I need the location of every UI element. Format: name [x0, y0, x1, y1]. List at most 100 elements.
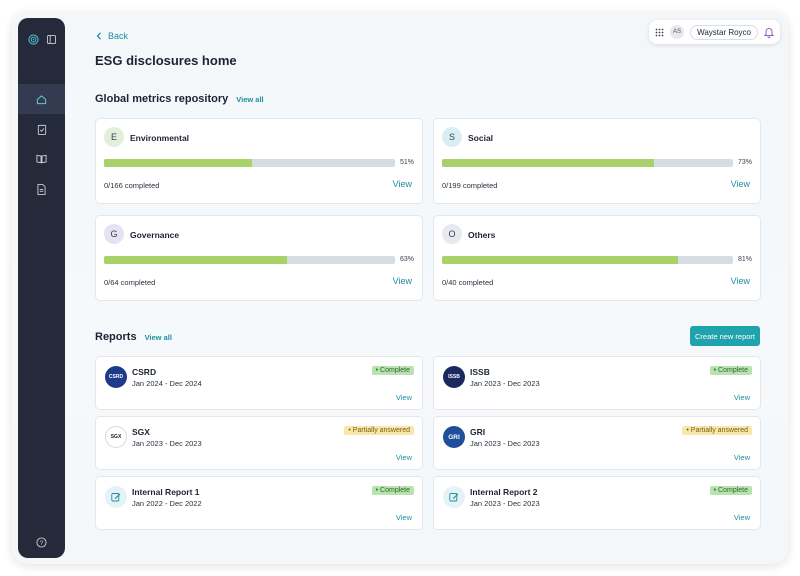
completed-count: 0/64 completed	[104, 278, 156, 287]
page-title: ESG disclosures home	[95, 53, 237, 68]
report-date-range: Jan 2023 - Dec 2023	[470, 379, 540, 388]
report-card[interactable]: Internal Report 1 Jan 2022 - Dec 2022 • …	[95, 476, 423, 530]
sidebar-item-documents[interactable]	[18, 174, 65, 204]
view-link[interactable]: View	[395, 393, 412, 402]
home-icon	[36, 94, 47, 105]
edit-report-icon	[443, 486, 465, 508]
progress-bar	[442, 256, 733, 264]
metric-name: Governance	[130, 230, 180, 240]
view-link[interactable]: View	[733, 453, 750, 462]
progress-bar-fill	[442, 159, 655, 167]
completed-count: 0/40 completed	[442, 278, 494, 287]
report-name: SGX	[132, 427, 150, 437]
metric-card-others: O Others 81% 0/40 completed View	[433, 215, 761, 301]
metrics-view-all-link[interactable]: View all	[236, 95, 264, 104]
metric-letter-badge: G	[104, 224, 124, 244]
apps-grid-icon[interactable]	[655, 28, 664, 37]
report-date-range: Jan 2024 - Dec 2024	[132, 379, 202, 388]
chevron-left-icon	[96, 32, 102, 40]
document-icon	[37, 183, 46, 195]
metric-name: Others	[468, 230, 496, 240]
report-logo-text: ISSB	[448, 374, 460, 380]
back-label: Back	[108, 31, 129, 41]
metrics-section-title: Global metrics repository	[95, 93, 229, 105]
sidebar-toggle-icon[interactable]	[46, 34, 56, 44]
progress-percent: 73%	[737, 159, 752, 166]
report-card[interactable]: CSRD CSRD Jan 2024 - Dec 2024 • Complete…	[95, 356, 423, 410]
report-name: CSRD	[132, 367, 157, 377]
report-logo-text: SGX	[110, 434, 122, 440]
report-date-range: Jan 2023 - Dec 2023	[470, 439, 540, 448]
report-logo-text: CSRD	[108, 374, 124, 380]
sidebar-help[interactable]: ?	[18, 537, 65, 548]
report-name: ISSB	[470, 367, 490, 377]
view-link[interactable]: View	[730, 276, 750, 286]
metric-card-social: S Social 73% 0/199 completed View	[433, 118, 761, 204]
view-link[interactable]: View	[733, 513, 750, 522]
progress-bar	[104, 159, 395, 167]
status-badge: • Complete	[371, 486, 414, 495]
progress-bar	[104, 256, 395, 264]
reports-view-all-link[interactable]: View all	[144, 333, 172, 342]
metric-letter-badge: O	[442, 224, 462, 244]
reports-section-header: Reports View all	[95, 331, 172, 343]
status-badge: • Complete	[709, 486, 752, 495]
report-card[interactable]: SGX SGX Jan 2023 - Dec 2023 • Partially …	[95, 416, 423, 470]
progress-percent: 81%	[737, 256, 752, 263]
progress-percent: 63%	[399, 256, 414, 263]
progress-bar-fill	[104, 159, 253, 167]
status-badge: • Partially answered	[682, 426, 752, 435]
metric-name: Environmental	[130, 133, 190, 143]
metric-card-governance: G Governance 63% 0/64 completed View	[95, 215, 423, 301]
status-badge: • Partially answered	[344, 426, 414, 435]
view-link[interactable]: View	[395, 453, 412, 462]
report-logo: SGX	[105, 426, 127, 448]
metric-card-environmental: E Environmental 51% 0/166 completed View	[95, 118, 423, 204]
report-name: Internal Report 1	[132, 487, 200, 497]
progress-bar-fill	[104, 256, 288, 264]
report-name: GRI	[470, 427, 486, 437]
report-date-range: Jan 2023 - Dec 2023	[470, 499, 540, 508]
clipboard-icon	[37, 124, 47, 135]
edit-report-icon	[105, 486, 127, 508]
completed-count: 0/166 completed	[104, 181, 160, 190]
reports-section-title: Reports	[95, 331, 137, 343]
report-name: Internal Report 2	[470, 487, 538, 497]
create-report-button[interactable]: Create new report	[690, 326, 760, 346]
logo-icon[interactable]	[27, 33, 39, 45]
progress-bar-fill	[442, 256, 678, 264]
svg-text:?: ?	[40, 540, 44, 547]
view-link[interactable]: View	[733, 393, 750, 402]
sidebar-item-library[interactable]	[18, 144, 65, 174]
completed-count: 0/199 completed	[442, 181, 498, 190]
org-switcher[interactable]: Waystar Royco	[690, 24, 758, 40]
help-icon[interactable]: ?	[36, 537, 47, 548]
report-card[interactable]: ISSB ISSB Jan 2023 - Dec 2023 • Complete…	[433, 356, 761, 410]
progress-percent: 51%	[399, 159, 414, 166]
view-link[interactable]: View	[392, 179, 412, 189]
report-logo-text: GRI	[448, 433, 460, 441]
report-logo: GRI	[443, 426, 465, 448]
sidebar: ?	[18, 18, 65, 558]
back-link[interactable]: Back	[96, 31, 128, 41]
view-link[interactable]: View	[730, 179, 750, 189]
book-icon	[36, 154, 47, 164]
progress-bar	[442, 159, 733, 167]
metric-letter-badge: E	[104, 127, 124, 147]
metrics-section-header: Global metrics repository View all	[95, 93, 264, 105]
report-card[interactable]: GRI GRI Jan 2023 - Dec 2023 • Partially …	[433, 416, 761, 470]
avatar[interactable]: AS	[670, 25, 685, 39]
view-link[interactable]: View	[392, 276, 412, 286]
sidebar-header	[18, 26, 65, 52]
report-date-range: Jan 2022 - Dec 2022	[132, 499, 202, 508]
sidebar-item-home[interactable]	[18, 84, 65, 114]
report-card[interactable]: Internal Report 2 Jan 2023 - Dec 2023 • …	[433, 476, 761, 530]
bell-icon[interactable]	[764, 27, 774, 38]
report-date-range: Jan 2023 - Dec 2023	[132, 439, 202, 448]
status-badge: • Complete	[709, 366, 752, 375]
metric-name: Social	[468, 133, 494, 143]
view-link[interactable]: View	[395, 513, 412, 522]
report-logo: ISSB	[443, 366, 465, 388]
sidebar-item-tasks[interactable]	[18, 114, 65, 144]
topbar: AS Waystar Royco	[649, 20, 780, 44]
